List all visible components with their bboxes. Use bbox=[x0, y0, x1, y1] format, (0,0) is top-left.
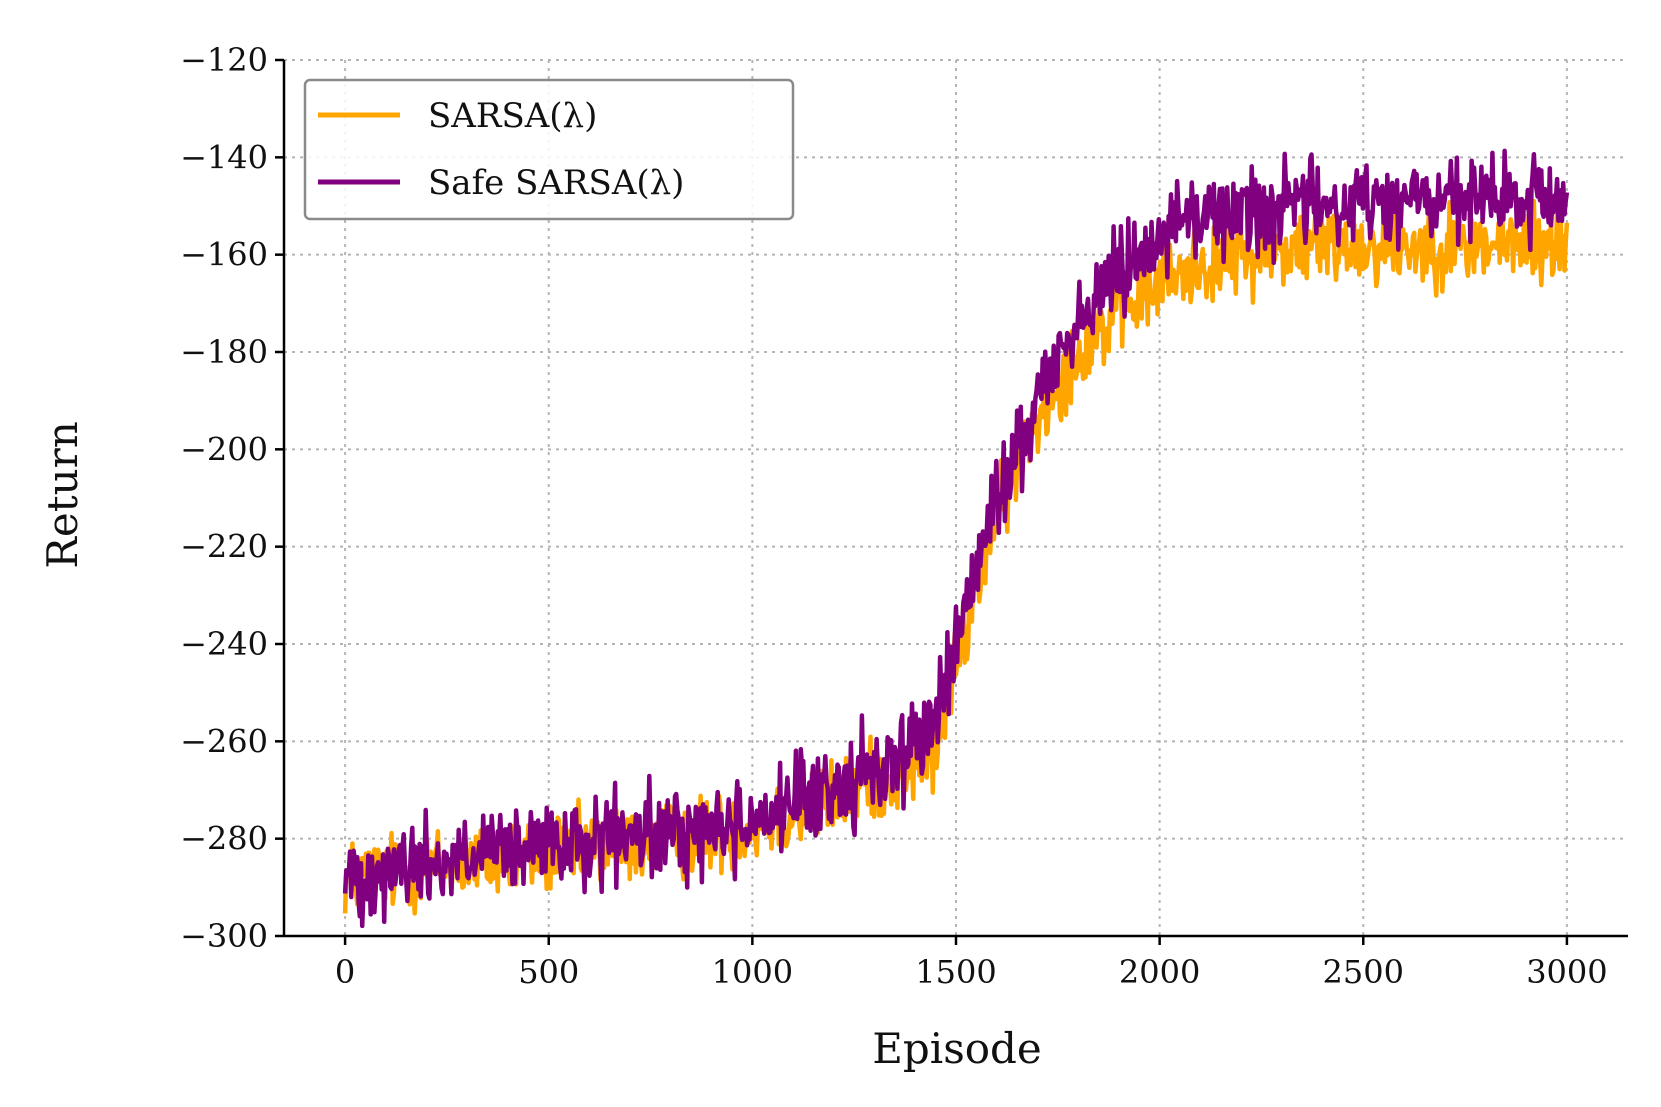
x-axis-title: Episode bbox=[872, 1024, 1042, 1073]
y-tick-label: −260 bbox=[180, 722, 268, 760]
x-tick-label: 2500 bbox=[1323, 953, 1404, 991]
legend: SARSA(λ) Safe SARSA(λ) bbox=[303, 78, 795, 221]
y-tick-label: −220 bbox=[180, 528, 268, 566]
y-tick-label: −240 bbox=[180, 625, 268, 663]
y-tick-label: −120 bbox=[180, 41, 268, 79]
x-tick-label: 2000 bbox=[1119, 953, 1200, 991]
legend-frame bbox=[303, 78, 795, 221]
y-tick-label: −300 bbox=[180, 917, 268, 955]
y-axis-title: Return bbox=[38, 421, 87, 569]
x-tick-label: 0 bbox=[335, 953, 355, 991]
x-tick-label: 1500 bbox=[915, 953, 996, 991]
ticks: 0 500 1000 1500 2000 2500 3000 −300 −280 −260 −240… bbox=[180, 41, 1608, 991]
x-tick-label: 1000 bbox=[712, 953, 793, 991]
series-layer bbox=[342, 148, 1570, 929]
y-tick-label: −180 bbox=[180, 333, 268, 371]
x-tick-label: 3000 bbox=[1526, 953, 1607, 991]
y-tick-label: −200 bbox=[180, 430, 268, 468]
y-tick-label: −280 bbox=[180, 820, 268, 858]
legend-label-sarsa: SARSA(λ) bbox=[428, 96, 597, 136]
y-tick-label: −140 bbox=[180, 138, 268, 176]
series-line-safe-sarsa bbox=[342, 148, 1570, 929]
y-tick-label: −160 bbox=[180, 236, 268, 274]
legend-label-safe-sarsa: Safe SARSA(λ) bbox=[428, 163, 684, 203]
x-tick-label: 500 bbox=[518, 953, 579, 991]
